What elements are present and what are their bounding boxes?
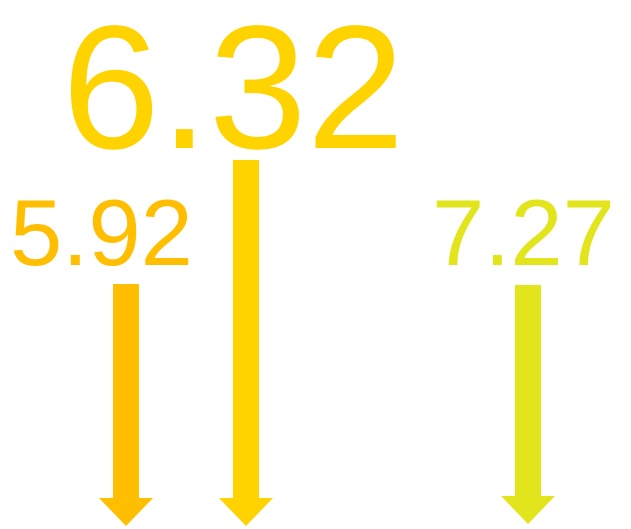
left-value-label: 5.92 xyxy=(10,180,193,285)
arrow-center-icon xyxy=(219,160,273,526)
main-value-label: 6.32 xyxy=(62,0,405,186)
arrow-right-icon xyxy=(501,285,555,524)
right-value-label: 7.27 xyxy=(432,180,615,285)
arrow-left-icon xyxy=(99,284,153,526)
